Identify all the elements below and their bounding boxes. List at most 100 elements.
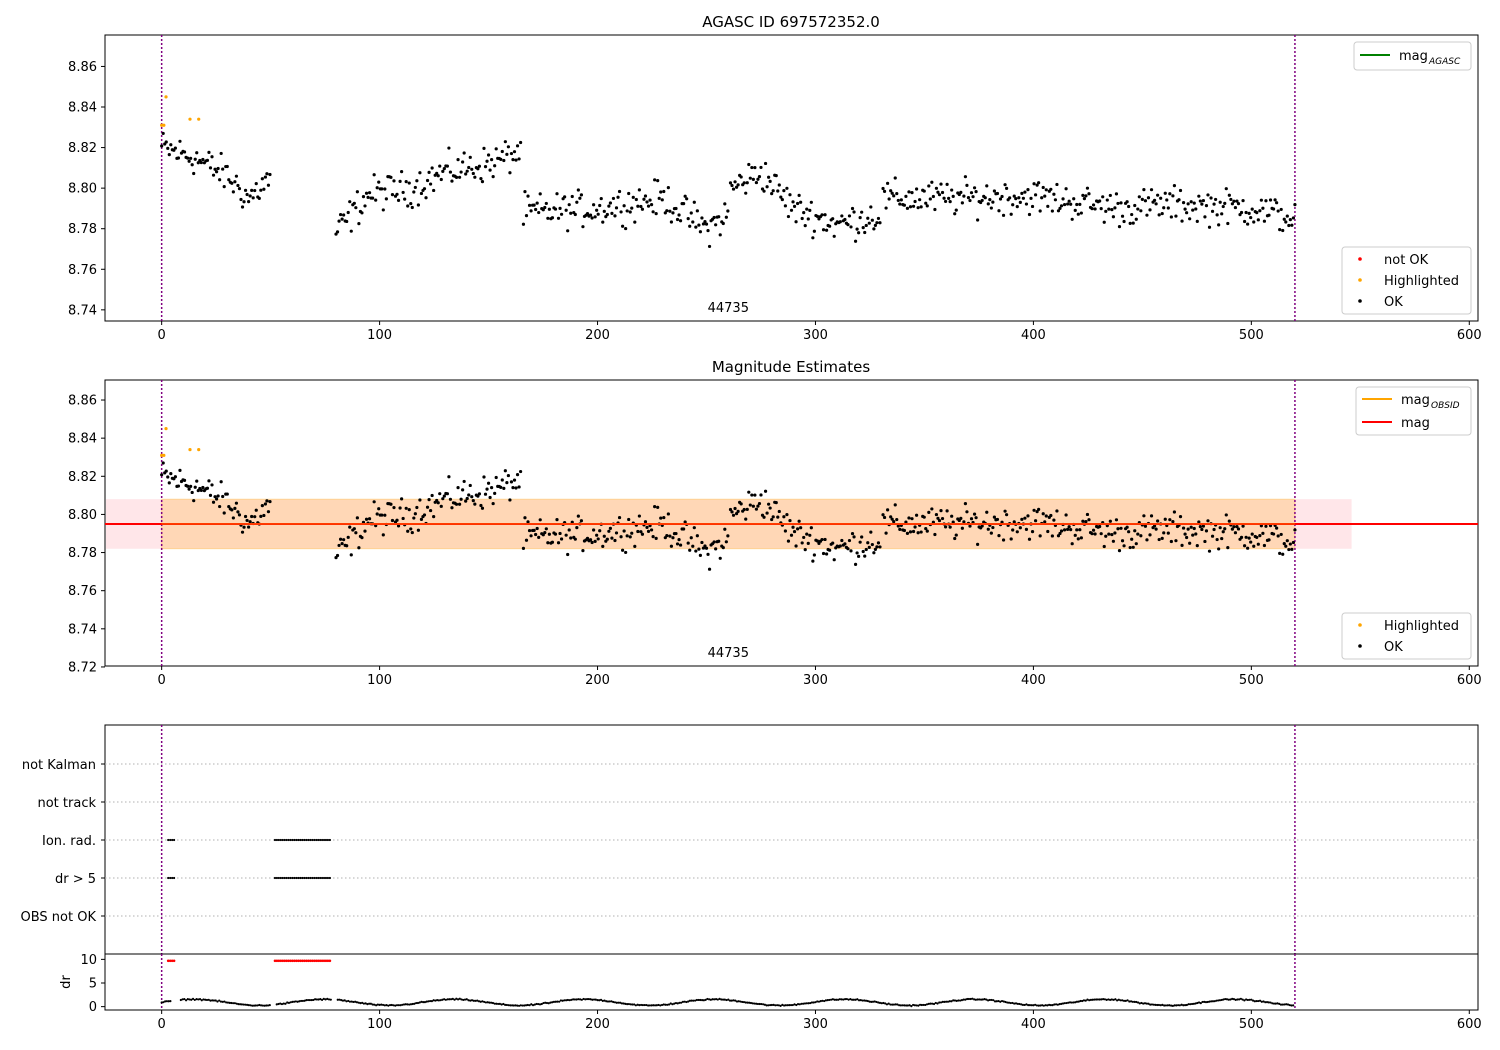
dr-point	[1112, 998, 1115, 1001]
ok-point	[448, 170, 453, 174]
dr-point	[1089, 998, 1093, 1002]
ok-point	[1267, 213, 1271, 217]
ok-point	[653, 504, 657, 509]
ok-point	[592, 528, 596, 532]
ok-point	[1066, 527, 1070, 531]
ok-point	[886, 181, 890, 185]
ok-point	[876, 541, 881, 545]
dr-point	[211, 999, 214, 1002]
highlighted-point	[162, 123, 166, 127]
y-tick-label: 5	[89, 977, 97, 992]
ok-point	[1249, 540, 1253, 544]
dr-point	[1161, 1003, 1164, 1006]
legend-box	[1353, 41, 1472, 71]
ok-point	[1041, 512, 1045, 516]
ok-point	[1049, 513, 1053, 518]
ok-point	[237, 513, 242, 517]
ok-point	[1044, 514, 1048, 518]
ok-point	[1146, 196, 1151, 200]
ok-point	[1130, 537, 1134, 541]
dr-point	[763, 1003, 767, 1006]
ok-point	[800, 541, 804, 545]
ok-point	[473, 175, 477, 179]
ok-point	[1207, 549, 1212, 553]
ok-point	[963, 502, 968, 506]
flag-point	[309, 876, 312, 880]
ok-point	[1218, 526, 1222, 530]
ok-point	[846, 223, 850, 227]
dr-point	[748, 1001, 751, 1004]
ok-point	[1069, 527, 1073, 532]
dr-point	[268, 1004, 271, 1007]
dr-point	[819, 1000, 822, 1003]
dr-point	[1225, 998, 1229, 1001]
ok-point	[898, 202, 902, 206]
dr-point	[640, 1003, 643, 1007]
dr-point	[702, 999, 705, 1002]
ok-point	[195, 151, 199, 155]
dr-point	[1218, 999, 1222, 1002]
ok-point	[992, 189, 996, 193]
ok-point	[192, 171, 196, 176]
dr-point	[402, 1003, 406, 1006]
ok-point	[873, 547, 878, 551]
magnitude-estimates-chart: 0 100 200 300 400 500 6008.728.748.768.788.808…	[68, 379, 1482, 688]
ok-point	[860, 210, 864, 214]
ok-point	[805, 532, 809, 536]
dr-point	[504, 1003, 507, 1006]
x-tick-label: 400	[1021, 673, 1046, 688]
dr-point	[1117, 998, 1120, 1001]
highlighted-point	[197, 117, 201, 121]
dr-point	[615, 1001, 618, 1004]
dr-point	[1272, 1002, 1276, 1005]
ok-point	[930, 180, 934, 184]
ok-point	[221, 167, 225, 171]
dr-point	[399, 1004, 402, 1007]
ok-point	[683, 520, 687, 524]
ok-point	[1152, 198, 1157, 202]
ok-point	[383, 187, 387, 191]
ok-point	[432, 188, 436, 193]
ok-point	[1113, 531, 1117, 535]
dr-point	[939, 1001, 943, 1004]
ok-point	[765, 511, 769, 515]
dr-point	[1018, 1002, 1021, 1006]
dr-point	[204, 998, 207, 1001]
ok-point	[413, 185, 417, 190]
dr-point	[695, 998, 699, 1002]
ok-point	[1268, 198, 1273, 202]
dr-point	[551, 1001, 554, 1004]
ok-point	[450, 179, 454, 183]
ok-point	[218, 178, 222, 182]
ok-point	[1191, 208, 1195, 212]
ok-point	[213, 495, 217, 499]
legend-box	[1341, 246, 1472, 315]
dr-point	[1234, 998, 1237, 1001]
dr-point	[955, 999, 958, 1002]
ok-point	[934, 186, 939, 190]
ok-point	[858, 216, 862, 220]
ok-point	[966, 195, 971, 200]
dr-point	[934, 1001, 937, 1005]
ok-point	[1082, 196, 1087, 201]
ok-point	[1030, 204, 1035, 209]
dr-point	[1004, 1000, 1007, 1004]
dr-point	[620, 1002, 624, 1005]
ok-point	[1018, 200, 1022, 204]
dr-point	[908, 1004, 911, 1007]
ok-point	[1215, 537, 1219, 542]
ok-point	[924, 526, 928, 531]
dr-point	[978, 998, 981, 1001]
dr-point	[1114, 998, 1117, 1001]
dr-point	[718, 997, 721, 1000]
dr-point	[1131, 1000, 1134, 1003]
ok-point	[1215, 213, 1219, 217]
dr-point	[976, 998, 979, 1001]
ok-point	[1210, 534, 1215, 538]
dr-point	[263, 1004, 266, 1007]
dr-point	[1231, 997, 1234, 1001]
ok-point	[721, 221, 725, 226]
ok-point	[1192, 526, 1196, 531]
dr-point	[667, 1003, 671, 1006]
ok-point	[445, 492, 449, 496]
